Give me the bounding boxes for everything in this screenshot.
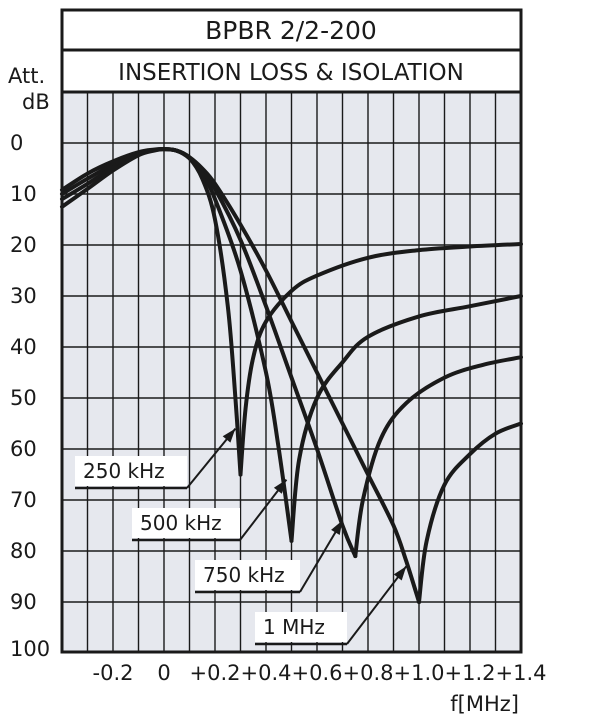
annotation-arrowhead [331, 520, 343, 535]
x-tick-label: +1.0 [394, 661, 445, 685]
y-tick-label: 60 [10, 437, 37, 461]
y-tick-label: 70 [10, 488, 37, 512]
y-tick-label: 50 [10, 386, 37, 410]
x-tick-label: +0.2 [190, 661, 241, 685]
series-line-isolation-2 [353, 355, 523, 559]
y-axis-label-unit: dB [22, 90, 50, 114]
x-tick-label: +1.4 [496, 661, 547, 685]
chart-title: BPBR 2/2-200 [205, 16, 377, 45]
y-tick-label: 90 [10, 590, 37, 614]
annotation-label: 750 kHz [203, 563, 285, 587]
y-tick-label: 0 [10, 131, 23, 155]
annotation-box [132, 508, 240, 538]
y-axis-label-top: Att. [8, 64, 45, 88]
y-tick-label: 80 [10, 539, 37, 563]
x-tick-label: +0.6 [292, 661, 343, 685]
chart-subtitle: INSERTION LOSS & ISOLATION [118, 60, 464, 86]
annotation-box [195, 560, 300, 590]
subtitle-box [60, 48, 523, 94]
y-tick-label: 100 [10, 637, 50, 661]
y-tick-label: 20 [10, 233, 37, 257]
series-line-insertion-3 [60, 147, 421, 604]
y-tick-label: 10 [10, 182, 37, 206]
x-tick-label: -0.2 [93, 661, 134, 685]
annotation-arrowhead [222, 428, 236, 443]
annotation-arrowhead [273, 479, 287, 494]
x-tick-label: +1.2 [445, 661, 496, 685]
series-line-isolation-1 [289, 294, 523, 543]
title-box [60, 8, 523, 52]
series-line-isolation-3 [417, 421, 523, 604]
x-tick-label: +0.4 [241, 661, 292, 685]
annotation-box [255, 612, 347, 642]
x-tick-label: 0 [157, 661, 170, 685]
series-lines [60, 147, 523, 604]
x-axis-label: f[MHz] [450, 692, 519, 716]
annotation-label: 250 kHz [83, 459, 165, 483]
series-line-isolation-0 [238, 242, 523, 477]
annotation-label: 1 MHz [263, 615, 325, 639]
y-tick-labels: 0 10 20 30 40 50 60 70 80 90 100 [10, 131, 50, 661]
y-tick-label: 30 [10, 284, 37, 308]
annotation-leader [346, 565, 408, 645]
x-tick-label: +0.8 [343, 661, 394, 685]
annotation-label: 500 kHz [140, 511, 222, 535]
annotations: 250 kHz 500 kHz 750 kHz 1 MHz [75, 427, 408, 646]
y-tick-label: 40 [10, 335, 37, 359]
annotation-box [75, 456, 187, 486]
plot-frame [60, 90, 523, 654]
x-tick-labels: -0.2 0 +0.2 +0.4 +0.6 +0.8 +1.0 +1.2 +1.4 [93, 661, 547, 685]
annotation-arrowhead [393, 566, 407, 581]
